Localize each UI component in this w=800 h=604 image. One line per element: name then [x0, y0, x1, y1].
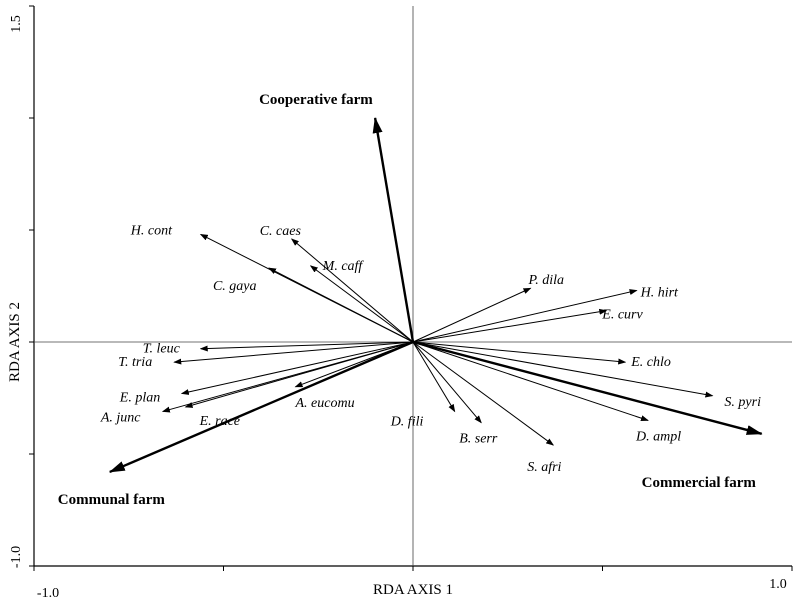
species-label: C. gaya — [213, 279, 257, 294]
x-tick-label-max: 1.0 — [769, 577, 787, 592]
y-tick-label-min: -1.0 — [9, 546, 24, 568]
species-arrow — [412, 341, 482, 424]
species-arrow — [173, 341, 414, 365]
species-label: E. chlo — [630, 355, 671, 370]
species-arrow — [412, 287, 532, 343]
environmental-label: Cooperative farm — [259, 92, 373, 108]
species-arrow — [412, 308, 608, 343]
species-arrow — [268, 267, 414, 343]
species-label: D. ampl — [635, 429, 681, 444]
species-label: C. caes — [260, 224, 302, 239]
species-label: T. tria — [118, 355, 152, 370]
species-arrow — [412, 341, 555, 446]
x-axis-label: RDA AXIS 1 — [373, 582, 453, 598]
species-label: P. dila — [527, 273, 564, 288]
species-label: E. plan — [119, 391, 160, 406]
species-arrow — [412, 289, 638, 343]
environmental-label: Communal farm — [58, 492, 166, 508]
x-axis-ticks — [33, 566, 793, 571]
species-arrow — [180, 341, 414, 395]
species-arrow — [184, 341, 414, 408]
environmental-label: Commercial farm — [642, 475, 757, 491]
species-label: B. serr — [459, 432, 498, 447]
species-label: T. leuc — [143, 342, 181, 357]
species-label: M. caff — [322, 259, 365, 274]
species-arrow — [412, 341, 456, 413]
species-label: H. hirt — [640, 285, 679, 300]
species-arrow — [412, 341, 714, 398]
species-arrow — [199, 341, 414, 352]
environmental-arrow — [372, 117, 415, 343]
species-label: H. cont — [130, 223, 173, 238]
species-arrow — [290, 238, 414, 343]
species-label: A. junc — [100, 410, 141, 425]
species-label: A. eucomu — [295, 396, 355, 411]
species-arrow — [309, 265, 414, 343]
species-label: E. race — [199, 414, 240, 429]
species-arrow — [412, 341, 649, 422]
environmental-vectors: Cooperative farm Communal farm Commercial … — [58, 92, 763, 508]
y-axis-ticks — [29, 5, 34, 567]
environmental-arrow — [412, 340, 763, 436]
x-tick-label-min: -1.0 — [37, 586, 59, 601]
environmental-arrow — [108, 340, 414, 474]
species-arrow — [412, 341, 627, 365]
y-axis-label: RDA AXIS 2 — [7, 302, 23, 382]
species-label: E. curv — [601, 308, 643, 323]
species-label: D. fili — [390, 414, 424, 429]
species-label: S. afri — [527, 460, 561, 475]
species-label: S. pyri — [724, 395, 761, 410]
y-tick-label-max: 1.5 — [9, 15, 24, 33]
